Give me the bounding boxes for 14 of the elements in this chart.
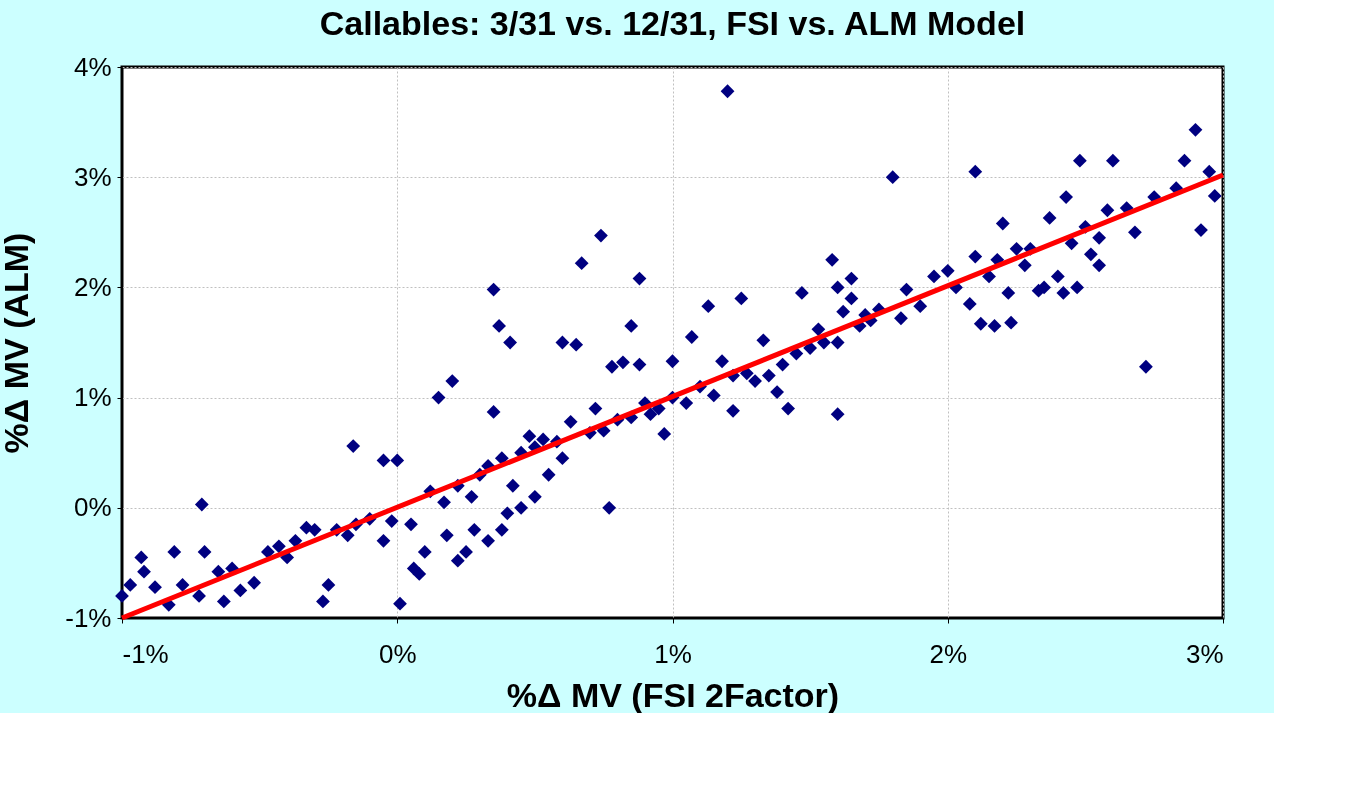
y-tick-label: 1%	[73, 382, 112, 413]
y-tick-label: 0%	[73, 492, 112, 523]
x-tick-label: 2%	[929, 638, 968, 669]
x-tick-label: -1%	[122, 638, 169, 669]
y-tick-label: 2%	[73, 271, 112, 302]
x-tick-label: 1%	[654, 638, 692, 669]
y-axis-title: %Δ MV (ALM)	[0, 232, 36, 454]
x-axis-title: %Δ MV (FSI 2Factor)	[506, 675, 840, 714]
y-tick-label: 3%	[73, 161, 112, 192]
y-tick-label: -1%	[65, 602, 112, 633]
chart-title: Callables: 3/31 vs. 12/31, FSI vs. ALM Model	[319, 4, 1026, 42]
x-tick-label: 3%	[1185, 638, 1224, 669]
y-tick-label: 4%	[73, 51, 112, 82]
x-tick-label: 0%	[378, 638, 417, 669]
